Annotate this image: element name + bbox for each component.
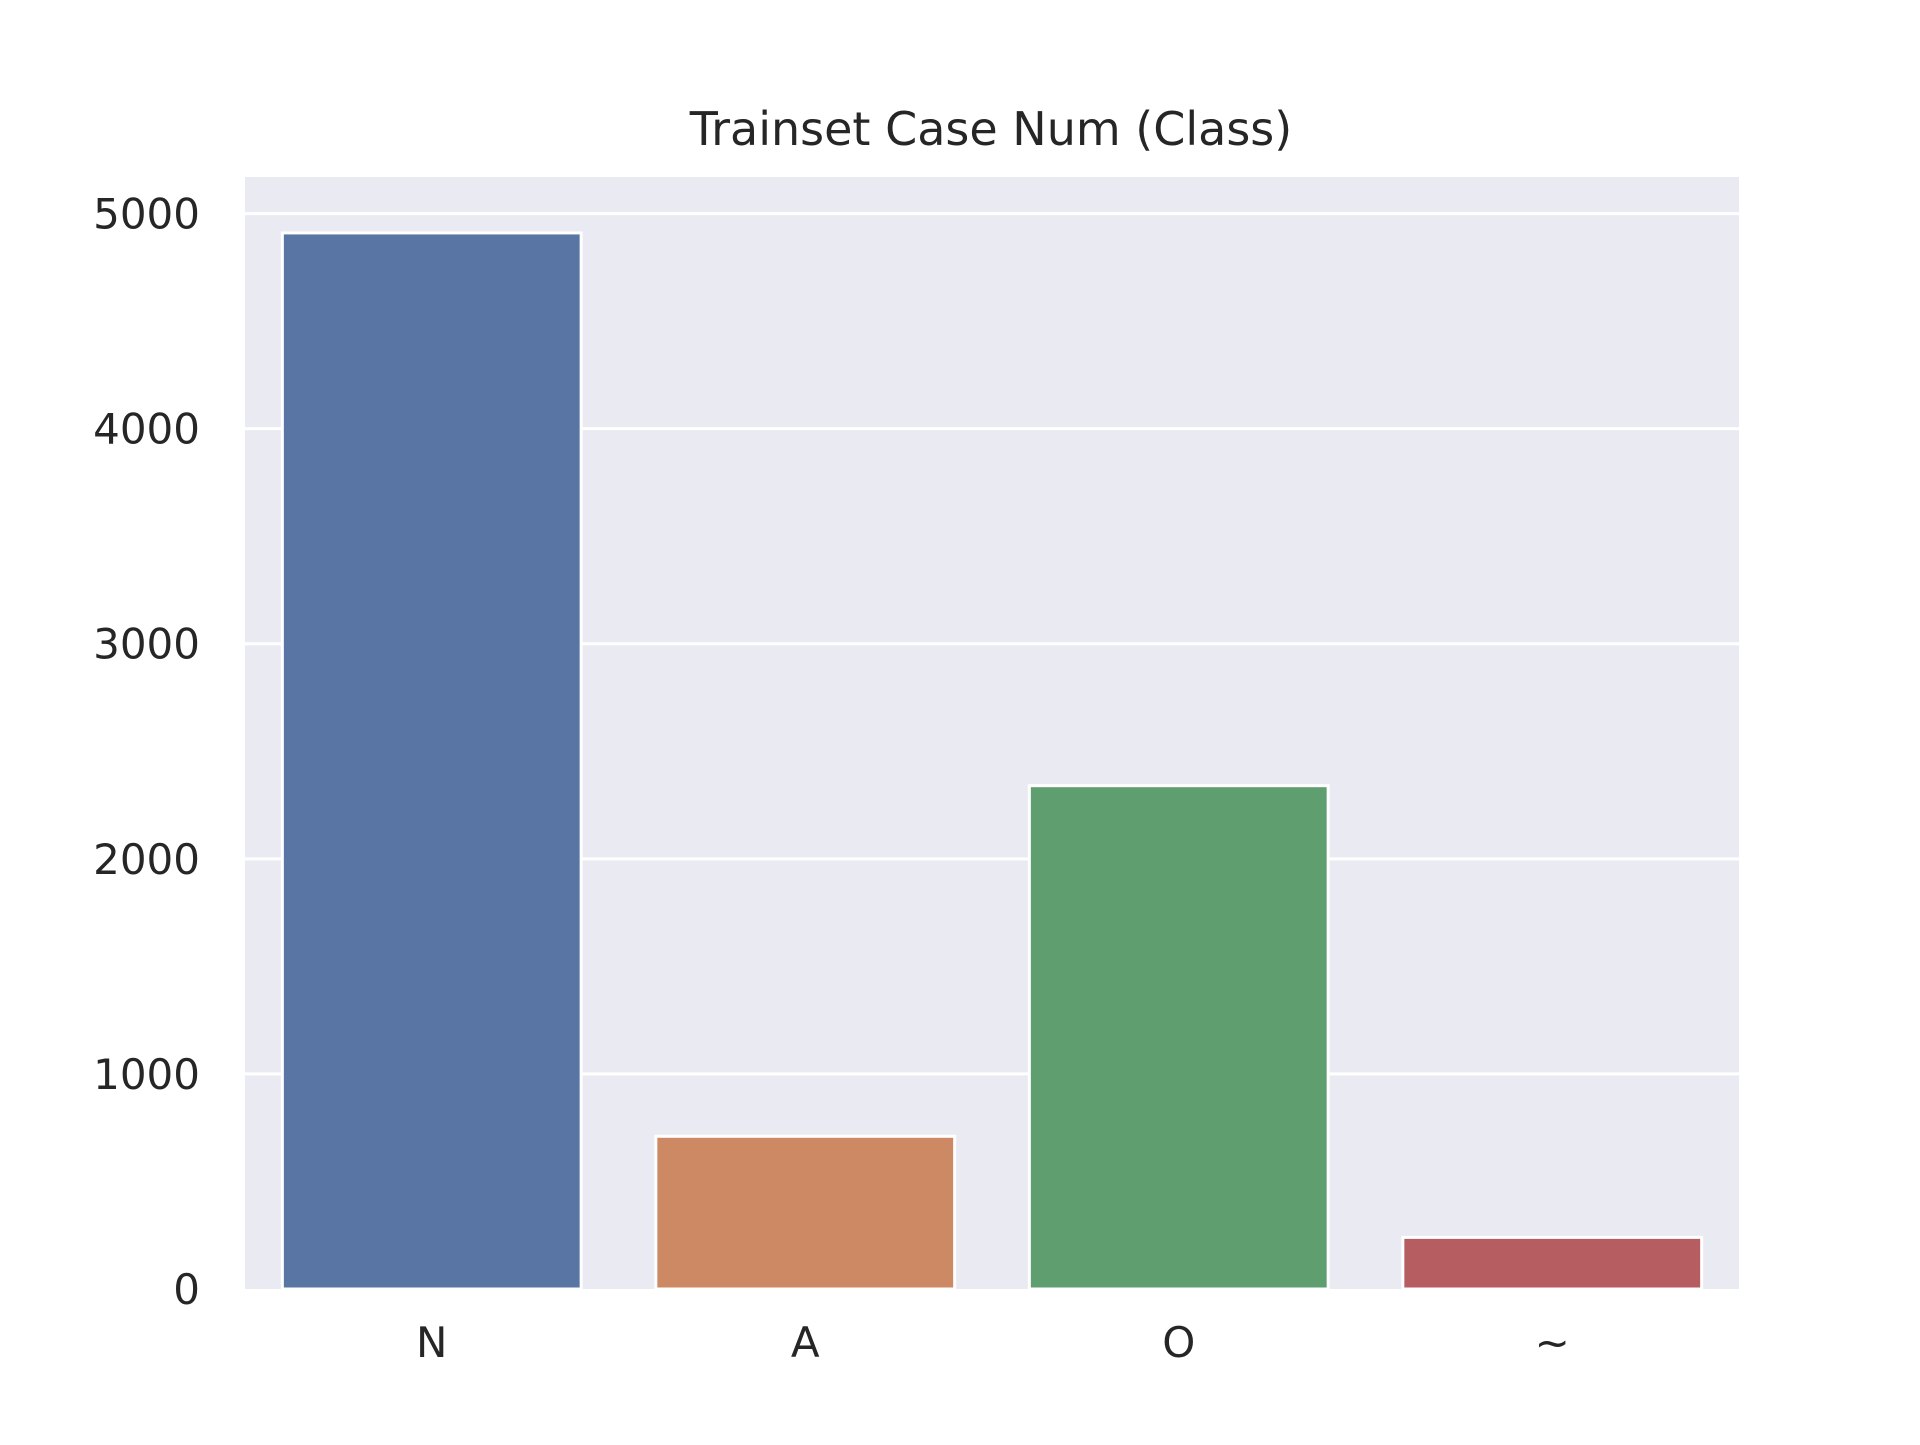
y-tick-label: 2000 bbox=[93, 835, 200, 884]
x-tick-label: O bbox=[1162, 1318, 1195, 1367]
bar-0 bbox=[280, 231, 583, 1291]
y-tick-labels: 0 1000 2000 3000 4000 5000 bbox=[93, 190, 200, 1314]
y-tick-label: 1000 bbox=[93, 1050, 200, 1099]
y-tick-label: 0 bbox=[173, 1265, 200, 1314]
y-tick-label: 5000 bbox=[93, 190, 200, 239]
x-tick-label: A bbox=[791, 1318, 820, 1367]
x-tick-label: N bbox=[416, 1318, 447, 1367]
x-tick-label: ~ bbox=[1535, 1318, 1570, 1367]
y-tick-label: 4000 bbox=[93, 405, 200, 454]
chart-title: Trainset Case Num (Class) bbox=[689, 102, 1292, 156]
bar-2 bbox=[1027, 784, 1330, 1291]
y-tick-label: 3000 bbox=[93, 620, 200, 669]
bar-3 bbox=[1401, 1235, 1704, 1291]
bars bbox=[280, 231, 1704, 1291]
bar-1 bbox=[654, 1134, 957, 1291]
x-tick-labels: N A O ~ bbox=[416, 1318, 1570, 1367]
